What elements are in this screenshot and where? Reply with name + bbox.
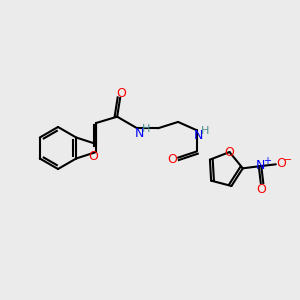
Text: H: H: [201, 126, 209, 136]
Text: O: O: [276, 157, 286, 170]
Text: O: O: [88, 149, 98, 163]
Text: +: +: [263, 156, 271, 166]
Text: H: H: [142, 124, 150, 134]
Text: N: N: [256, 159, 266, 172]
Text: O: O: [225, 146, 234, 159]
Text: O: O: [116, 87, 126, 100]
Text: N: N: [193, 129, 203, 142]
Text: O: O: [167, 153, 177, 166]
Text: N: N: [134, 127, 144, 140]
Text: −: −: [284, 155, 292, 165]
Text: O: O: [256, 183, 266, 196]
